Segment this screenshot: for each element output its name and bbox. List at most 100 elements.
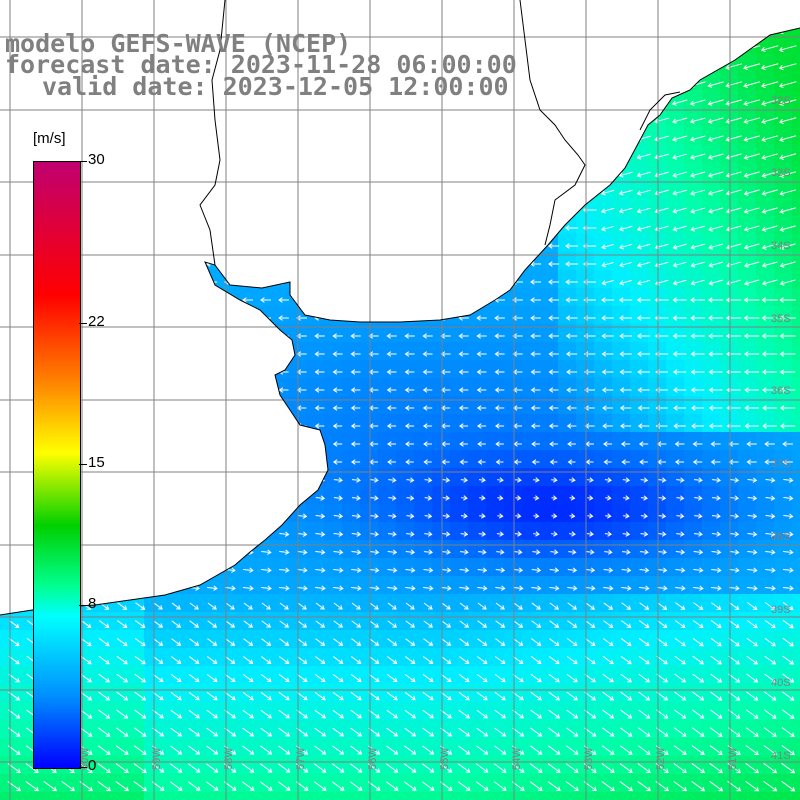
- wind-speed-cell: [576, 540, 595, 559]
- wind-arrow: [169, 225, 182, 231]
- wind-speed-cell: [162, 702, 181, 721]
- wind-arrow: [779, 315, 796, 321]
- wind-speed-cell: [774, 414, 793, 433]
- wind-speed-cell: [180, 126, 199, 145]
- wind-arrow: [636, 207, 651, 214]
- wind-arrow: [206, 674, 218, 683]
- latitude-label: 36S: [771, 385, 791, 397]
- wind-speed-cell: [450, 144, 469, 163]
- wind-arrow: [694, 477, 703, 483]
- wind-speed-cell: [738, 720, 757, 739]
- wind-speed-cell: [162, 756, 181, 775]
- wind-arrow: [170, 691, 182, 701]
- wind-arrow: [600, 189, 615, 196]
- wind-arrow: [530, 709, 543, 719]
- wind-arrow: [601, 315, 614, 321]
- wind-speed-cell: [396, 666, 415, 685]
- wind-speed-cell: [720, 432, 739, 451]
- wind-arrow: [459, 441, 468, 447]
- wind-arrow: [672, 189, 688, 196]
- wind-speed-cell: [450, 792, 469, 800]
- wind-arrow: [602, 405, 614, 411]
- wind-arrow: [622, 549, 631, 555]
- wind-arrow: [207, 638, 218, 646]
- wind-arrow: [601, 763, 615, 773]
- wind-arrow: [564, 225, 579, 231]
- wind-speed-cell: [432, 612, 451, 631]
- wind-arrow: [565, 10, 579, 15]
- wind-speed-cell: [108, 108, 127, 127]
- wind-arrow: [134, 459, 145, 465]
- wind-arrow: [708, 261, 723, 268]
- wind-arrow: [242, 585, 254, 591]
- wind-speed-cell: [414, 792, 433, 800]
- wind-speed-cell: [198, 396, 217, 415]
- wind-arrow: [423, 638, 434, 646]
- wind-arrow: [152, 405, 163, 411]
- wind-speed-cell: [342, 360, 361, 379]
- wind-speed-cell: [648, 720, 667, 739]
- wind-arrow: [654, 117, 670, 124]
- wind-arrow: [116, 549, 128, 555]
- wind-arrow: [779, 369, 796, 375]
- wind-speed-cell: [414, 774, 433, 793]
- wind-arrow: [602, 655, 614, 665]
- wind-speed-cell: [594, 360, 613, 379]
- wind-speed-cell: [198, 720, 217, 739]
- wind-speed-cell: [306, 288, 325, 307]
- wind-speed-cell: [630, 360, 649, 379]
- wind-speed-cell: [378, 612, 397, 631]
- wind-arrow: [708, 315, 724, 321]
- wind-arrow: [569, 495, 576, 501]
- wind-speed-cell: [198, 162, 217, 181]
- wind-speed-cell: [108, 684, 127, 703]
- wind-arrow: [691, 727, 705, 737]
- wind-speed-cell: [378, 648, 397, 667]
- wind-arrow: [387, 567, 398, 573]
- wind-speed-cell: [0, 144, 19, 163]
- wind-arrow: [640, 477, 649, 483]
- wind-arrow: [458, 709, 470, 719]
- wind-arrow: [689, 28, 706, 34]
- wind-speed-cell: [432, 720, 451, 739]
- wind-speed-cell: [504, 522, 523, 541]
- wind-arrow: [478, 477, 486, 483]
- wind-arrow: [457, 153, 470, 159]
- wind-speed-cell: [126, 180, 145, 199]
- wind-arrow: [512, 315, 523, 321]
- wind-speed-cell: [198, 414, 217, 433]
- wind-speed-cell: [666, 180, 685, 199]
- wind-speed-cell: [180, 612, 199, 631]
- wind-arrow: [206, 333, 217, 339]
- wind-arrow: [404, 745, 417, 755]
- wind-arrow: [477, 602, 487, 610]
- wind-speed-cell: [324, 0, 343, 19]
- wind-arrow: [637, 10, 652, 15]
- wind-arrow: [495, 567, 506, 573]
- wind-arrow: [779, 333, 796, 339]
- wind-speed-cell: [774, 0, 793, 19]
- wind-arrow: [423, 441, 432, 447]
- wind-arrow: [261, 656, 272, 664]
- wind-arrow: [477, 567, 488, 573]
- wind-speed-cell: [558, 270, 577, 289]
- wind-speed-cell: [180, 396, 199, 415]
- wind-speed-cell: [666, 342, 685, 361]
- wind-speed-cell: [504, 108, 523, 127]
- wind-arrow: [603, 620, 614, 628]
- wind-speed-cell: [630, 756, 649, 775]
- wind-speed-cell: [306, 666, 325, 685]
- wind-speed-cell: [360, 630, 379, 649]
- wind-speed-cell: [540, 450, 559, 469]
- wind-speed-cell: [324, 486, 343, 505]
- wind-speed-cell: [378, 360, 397, 379]
- wind-speed-cell: [342, 468, 361, 487]
- wind-speed-cell: [630, 396, 649, 415]
- wind-arrow: [587, 513, 594, 519]
- wind-arrow: [171, 656, 182, 664]
- wind-arrow: [133, 243, 146, 249]
- wind-speed-cell: [486, 630, 505, 649]
- wind-arrow: [386, 333, 397, 339]
- wind-speed-cell: [216, 594, 235, 613]
- wind-arrow: [672, 333, 687, 339]
